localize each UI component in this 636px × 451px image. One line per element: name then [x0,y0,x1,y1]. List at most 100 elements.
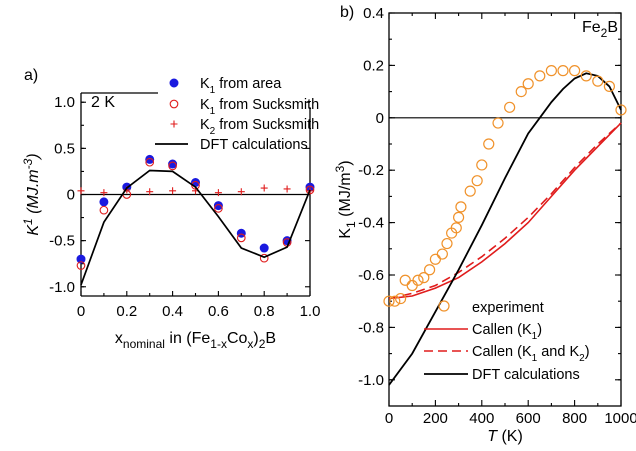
a-x-tick-label: 0.2 [116,303,137,320]
a-y-tick-label: 1.0 [54,94,75,111]
a-data-point-s1 [236,233,246,243]
b-y-tick-label: 0 [376,110,384,127]
b-series-line-3 [388,72,622,386]
a-temperature-annotation: 2 K [91,94,115,111]
b-panel-label: b) [340,4,354,21]
a-x-axis-title: xnominal in (Fe1-xCox)2B [115,330,276,351]
a-data-point-s1 [214,203,223,213]
a-data-point-s0 [213,201,223,211]
b-x-axis-title: T (K) [487,428,523,445]
b-y-tick-label: -0.4 [358,215,384,232]
b-experiment-point [568,65,581,77]
b-legend-marker [438,300,450,312]
b-experiment-point [471,175,483,187]
a-y-tick-label: 0 [67,187,75,204]
b-experiment-point [476,159,488,171]
a-x-tick-label: 0.4 [162,303,183,320]
b-x-tick-label: 200 [423,410,448,427]
b-y-tick-label: 0.4 [363,5,384,22]
panel-b: 0.4 0.2 0 -0.2 -0.4 -0.6 -0.8 -1.0 0 200 400 600 800… [333,4,636,445]
a-data-point-s0 [99,197,109,207]
a-data-point-s2 [146,188,154,196]
a-data-point-s1 [76,261,86,270]
b-experiment-point [441,237,453,250]
b-experiment-point [522,78,534,90]
a-x-tick-label: 1.0 [300,303,321,320]
b-experiment-point [450,222,462,234]
a-data-point-s0 [76,254,86,264]
b-experiment-point [492,117,504,129]
b-experiment-point [395,292,407,305]
a-legend-marker [169,78,179,88]
a-legend-label: K1 from area [200,76,282,96]
a-dft-line [80,169,311,286]
b-experiment-point [453,211,465,223]
a-data-point-s2 [237,188,245,196]
b-experiment-point [464,185,476,197]
b-experiment-point [436,248,448,260]
b-y-tick-label: -0.6 [358,267,384,284]
panel-a: 1.00.50-0.5-1.00 0.2 0.4 0.6 0.8 1.02 Ka) K1 f… [21,67,320,351]
a-legend-label: K1 from Sucksmith [200,97,319,117]
a-data-point-s2 [260,184,268,192]
b-experiment-point [580,70,592,82]
a-x-tick-label: 0 [77,303,85,320]
a-data-point-s1 [99,205,109,215]
b-experiment-point [504,101,516,113]
a-x-tick-label: 0.6 [208,303,229,320]
b-experiment-point [424,264,436,276]
a-legend-marker [170,120,178,128]
a-data-point-s0 [236,228,246,238]
b-experiment-point [483,138,495,150]
b-x-tick-label: 800 [562,410,587,427]
a-data-point-s2 [100,189,108,197]
b-experiment-point [615,104,627,116]
b-y-tick-label: 0.2 [363,57,384,74]
b-experiment-point [534,70,546,82]
b-series-line-2 [388,122,622,300]
b-compound-annotation: Fe2B [582,19,618,40]
b-experiment-point [545,65,558,77]
b-legend-label: DFT calculations [472,367,580,383]
b-series-line-1 [388,122,622,300]
b-experiment-point [418,272,430,284]
a-y-axis-title: K1 (MJ.m-3) [21,153,42,235]
b-x-tick-label: 0 [385,410,393,427]
b-y-tick-label: -0.2 [358,162,384,179]
b-y-axis-title: K1 (MJ/m3) [333,160,358,238]
a-data-point-s2 [169,187,177,195]
a-data-point-s1 [168,161,177,171]
b-x-tick-label: 1000 [604,410,636,427]
b-experiment-point [389,295,401,307]
a-legend-label: K2 from Sucksmith [200,117,319,137]
b-legend-label: Callen (K1 and K2) [472,344,590,364]
a-data-point-s2 [214,189,222,197]
a-y-tick-label: -1.0 [49,279,75,296]
b-legend-label: Callen (K1) [472,322,542,342]
a-y-tick-label: -0.5 [49,233,75,250]
b-experiment-point [406,279,418,292]
a-x-tick-label: 0.8 [254,303,275,320]
a-legend-label: DFT calculations [200,137,308,153]
a-panel-label: a) [24,67,38,84]
b-experiment-point [455,201,467,213]
b-y-tick-label: -0.8 [358,319,384,336]
b-experiment-point [592,75,604,87]
b-legend-label: experiment [472,300,544,316]
b-x-tick-label: 400 [469,410,494,427]
b-experiment-point [515,85,527,98]
b-experiment-point [383,295,395,307]
a-data-point-s1 [145,157,155,167]
a-data-point-s0 [145,154,155,164]
b-experiment-point [603,80,616,92]
a-data-point-s2 [283,185,291,193]
a-data-point-s2 [77,187,85,195]
a-data-point-s0 [259,243,269,253]
b-y-tick-label: -1.0 [358,372,384,389]
a-legend-marker [169,99,179,109]
b-experiment-point [429,253,441,265]
b-x-tick-label: 600 [516,410,541,427]
a-data-point-s1 [259,253,269,263]
b-experiment-point [557,65,569,77]
